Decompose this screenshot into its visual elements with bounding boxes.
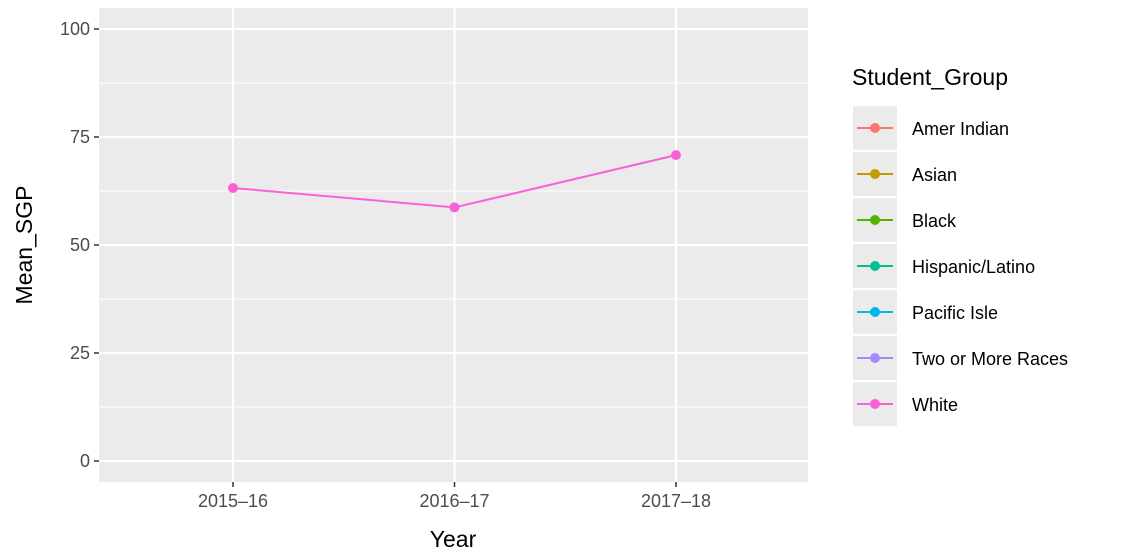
- legend-key-point: [870, 169, 880, 179]
- legend-label: Black: [912, 211, 957, 231]
- y-tick-label: 0: [80, 451, 90, 471]
- legend-key-point: [870, 307, 880, 317]
- legend-item-pacific-isle: Pacific Isle: [853, 290, 998, 334]
- legend: Student_Group Amer Indian Asian Black Hispa…: [852, 64, 1068, 426]
- legend-label: Hispanic/Latino: [912, 257, 1035, 277]
- legend-label: White: [912, 395, 958, 415]
- legend-item-asian: Asian: [853, 152, 957, 196]
- legend-key-point: [870, 261, 880, 271]
- x-axis: 2015–16 2016–17 2017–18: [198, 482, 711, 511]
- legend-entries: Amer Indian Asian Black Hispanic/Latino Paci…: [853, 106, 1068, 426]
- legend-key-point: [870, 123, 880, 133]
- x-tick-label: 2016–17: [419, 491, 489, 511]
- legend-item-amer-indian: Amer Indian: [853, 106, 1009, 150]
- legend-title: Student_Group: [852, 64, 1008, 90]
- legend-key-point: [870, 399, 880, 409]
- data-point: [228, 182, 238, 193]
- y-tick-label: 75: [70, 127, 90, 147]
- y-tick-label: 100: [60, 19, 90, 39]
- y-axis-title: Mean_SGP: [11, 186, 37, 305]
- legend-label: Asian: [912, 165, 957, 185]
- legend-item-black: Black: [853, 198, 957, 242]
- legend-key-point: [870, 353, 880, 363]
- y-axis: 0 25 50 75 100: [60, 19, 99, 471]
- grid-major: [99, 8, 808, 482]
- series-layer: [228, 150, 681, 213]
- y-tick-label: 50: [70, 235, 90, 255]
- legend-item-white: White: [853, 382, 958, 426]
- x-tick-label: 2017–18: [641, 491, 711, 511]
- x-tick-label: 2015–16: [198, 491, 268, 511]
- legend-label: Amer Indian: [912, 119, 1009, 139]
- legend-key-point: [870, 215, 880, 225]
- legend-label: Two or More Races: [912, 349, 1068, 369]
- data-point: [449, 202, 460, 213]
- y-tick-label: 25: [70, 343, 90, 363]
- x-axis-title: Year: [430, 526, 477, 552]
- legend-item-two-or-more-races: Two or More Races: [853, 336, 1068, 380]
- legend-label: Pacific Isle: [912, 303, 998, 323]
- legend-item-hispanic-latino: Hispanic/Latino: [853, 244, 1035, 288]
- data-point: [671, 150, 681, 161]
